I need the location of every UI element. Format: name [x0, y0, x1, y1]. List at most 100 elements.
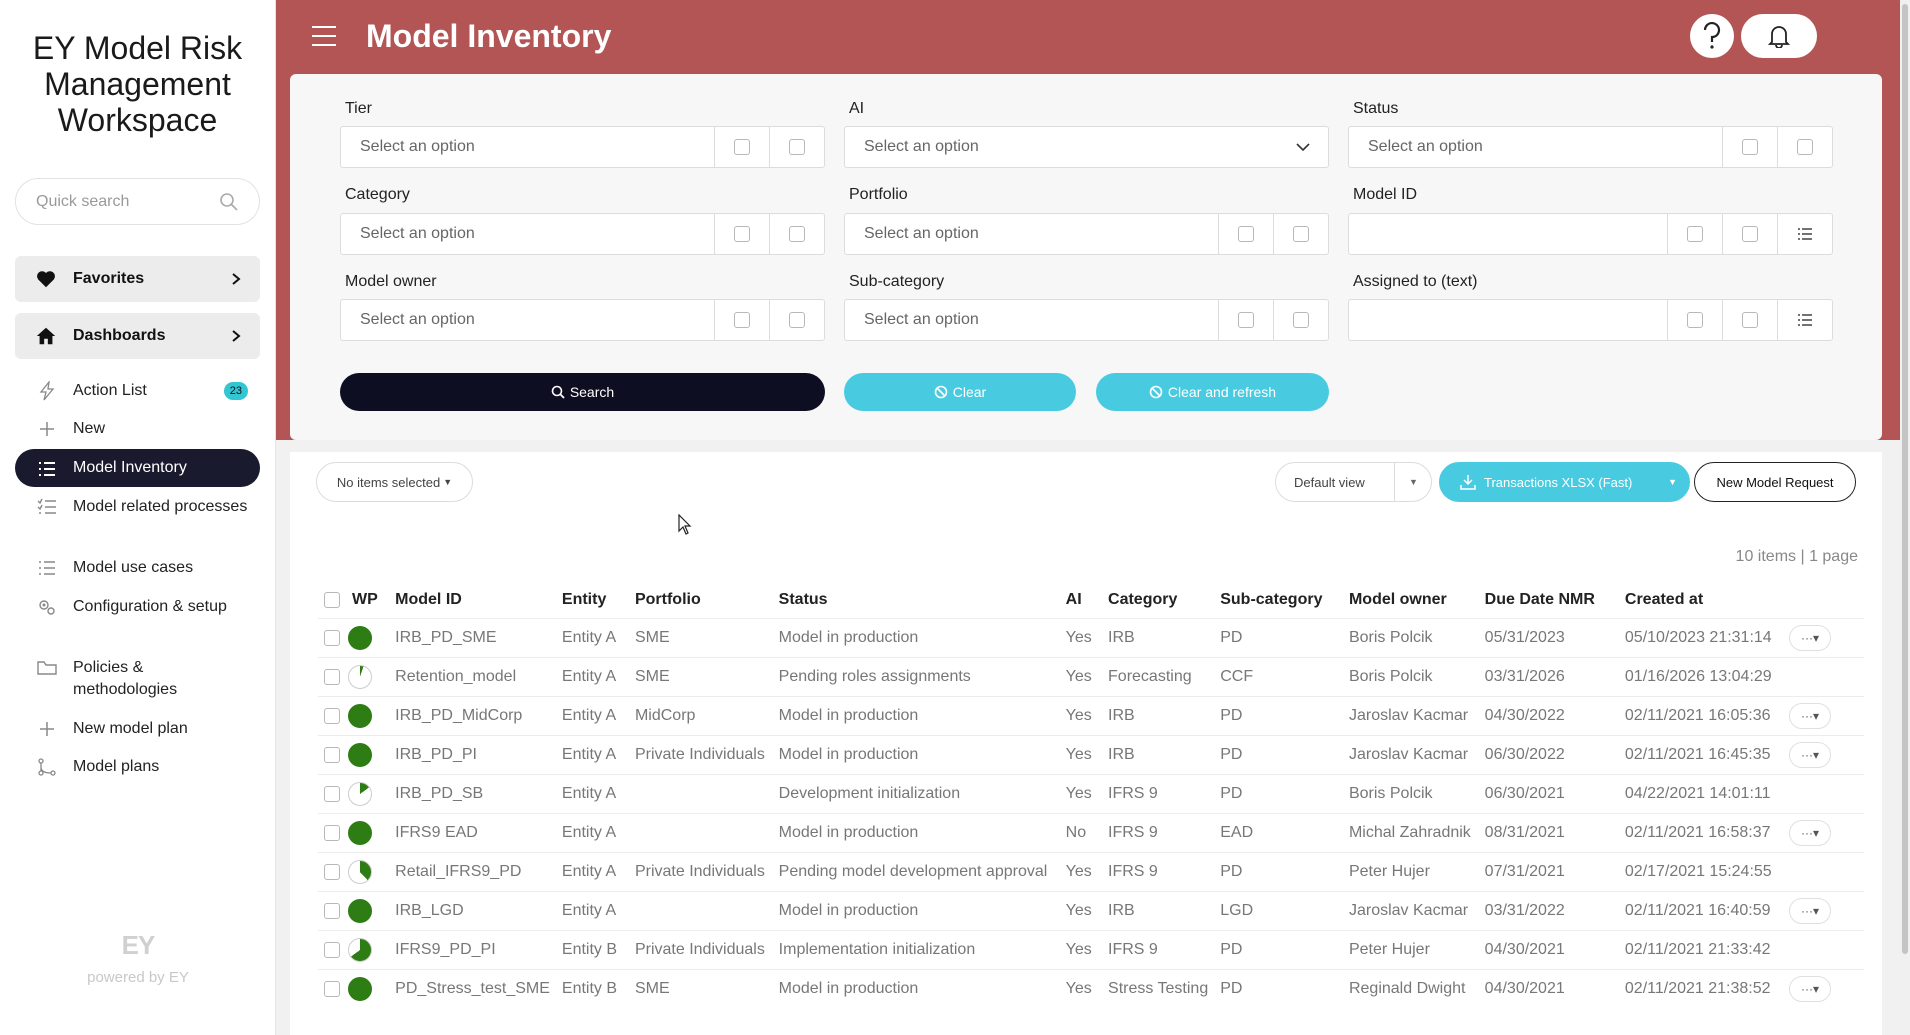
status-exclude-toggle[interactable]	[1777, 127, 1832, 167]
row-checkbox[interactable]	[324, 980, 340, 997]
menu-icon[interactable]	[312, 26, 336, 46]
help-button[interactable]	[1690, 14, 1734, 58]
table-row[interactable]: Retention_model Entity A SME Pending roles …	[318, 656, 1864, 696]
checkbox[interactable]	[1293, 226, 1309, 242]
row-checkbox[interactable]	[324, 746, 340, 763]
checkbox[interactable]	[789, 226, 805, 242]
tier-exclude-toggle[interactable]	[769, 127, 824, 167]
col-model-owner[interactable]: Model owner	[1348, 590, 1447, 608]
checkbox[interactable]	[1797, 139, 1813, 155]
category-exclude-toggle[interactable]	[769, 214, 824, 254]
row-checkbox[interactable]	[324, 785, 340, 802]
checkbox[interactable]	[1742, 312, 1758, 328]
portfolio-select[interactable]: Select an option	[844, 213, 1329, 255]
col-sub-category[interactable]: Sub-category	[1220, 590, 1323, 608]
row-checkbox[interactable]	[324, 863, 340, 880]
sub-category-select[interactable]: Select an option	[844, 299, 1329, 341]
row-checkbox[interactable]	[324, 941, 340, 958]
row-actions-button[interactable]: ··· ▾	[1789, 624, 1832, 651]
checkbox[interactable]	[734, 312, 750, 328]
col-created-at[interactable]: Created at	[1624, 590, 1704, 608]
col-category[interactable]: Category	[1108, 590, 1178, 608]
sidebar-group-favorites[interactable]: Favorites	[15, 256, 260, 302]
model-owner-include-toggle[interactable]	[714, 300, 769, 340]
row-checkbox[interactable]	[324, 707, 340, 724]
row-actions-button[interactable]: ··· ▾	[1789, 819, 1832, 846]
col-model-id[interactable]: Model ID	[395, 590, 462, 608]
sidebar-item-new[interactable]: New	[15, 418, 260, 440]
checkbox[interactable]	[734, 226, 750, 242]
sidebar-item-model-plans[interactable]: Model plans	[15, 756, 260, 778]
page-scrollbar[interactable]	[1900, 0, 1910, 1035]
category-select[interactable]: Select an option	[340, 213, 825, 255]
table-row[interactable]: IRB_PD_PI Entity A Private Individuals Mode…	[318, 734, 1864, 774]
checkbox[interactable]	[1687, 312, 1703, 328]
new-model-request-button[interactable]: New Model Request	[1694, 462, 1856, 502]
clear-and-refresh-button[interactable]: Clear and refresh	[1096, 373, 1329, 411]
checkbox[interactable]	[734, 139, 750, 155]
table-row[interactable]: IFRS9 EAD Entity A Model in production No IF…	[318, 812, 1864, 852]
view-dropdown[interactable]: Default view ▼	[1275, 462, 1432, 502]
sidebar-item-action-list[interactable]: Action List 23	[15, 380, 260, 402]
quick-search-input[interactable]: Quick search	[15, 178, 260, 225]
row-checkbox[interactable]	[324, 902, 340, 919]
checkbox[interactable]	[1742, 139, 1758, 155]
tier-select[interactable]: Select an option	[340, 126, 825, 168]
col-due-date[interactable]: Due Date NMR	[1484, 590, 1595, 608]
model-owner-select[interactable]: Select an option	[340, 299, 825, 341]
col-status[interactable]: Status	[778, 590, 828, 608]
checkbox[interactable]	[1293, 312, 1309, 328]
row-checkbox[interactable]	[324, 668, 340, 685]
selection-dropdown[interactable]: No items selected ▼	[316, 462, 473, 502]
category-include-toggle[interactable]	[714, 214, 769, 254]
clear-button[interactable]: Clear	[844, 373, 1076, 411]
table-row[interactable]: IFRS9_PD_PI Entity B Private Individuals Im…	[318, 929, 1864, 969]
table-row[interactable]: IRB_LGD Entity A Model in production Yes IRB…	[318, 890, 1864, 930]
col-portfolio[interactable]: Portfolio	[634, 590, 701, 608]
assigned-to-exclude-toggle[interactable]	[1722, 300, 1777, 340]
portfolio-include-toggle[interactable]	[1218, 214, 1273, 254]
export-button[interactable]: Transactions XLSX (Fast) ▼	[1439, 462, 1690, 502]
sub-category-include-toggle[interactable]	[1218, 300, 1273, 340]
sidebar-group-dashboards[interactable]: Dashboards	[15, 313, 260, 359]
col-wp[interactable]: WP	[352, 590, 378, 608]
sidebar-item-model-related-processes[interactable]: Model related processes	[15, 496, 260, 518]
sidebar-item-policies[interactable]: Policies & methodologies	[15, 657, 260, 701]
model-id-list-button[interactable]	[1777, 214, 1832, 254]
sub-category-exclude-toggle[interactable]	[1273, 300, 1328, 340]
model-id-input[interactable]	[1348, 213, 1833, 255]
checkbox[interactable]	[789, 139, 805, 155]
sidebar-item-new-model-plan[interactable]: New model plan	[15, 718, 260, 740]
model-id-include-toggle[interactable]	[1667, 214, 1722, 254]
chevron-down-icon[interactable]	[1278, 142, 1328, 152]
table-row[interactable]: IRB_PD_SB Entity A Development initializat…	[318, 773, 1864, 813]
col-ai[interactable]: AI	[1065, 590, 1082, 608]
checkbox[interactable]	[1742, 226, 1758, 242]
assigned-to-include-toggle[interactable]	[1667, 300, 1722, 340]
col-entity[interactable]: Entity	[561, 590, 607, 608]
status-include-toggle[interactable]	[1722, 127, 1777, 167]
checkbox[interactable]	[1687, 226, 1703, 242]
model-id-exclude-toggle[interactable]	[1722, 214, 1777, 254]
sidebar-item-model-inventory[interactable]: Model Inventory	[15, 449, 260, 487]
status-select[interactable]: Select an option	[1348, 126, 1833, 168]
checkbox[interactable]	[789, 312, 805, 328]
row-actions-button[interactable]: ··· ▾	[1789, 702, 1832, 729]
tier-include-toggle[interactable]	[714, 127, 769, 167]
table-row[interactable]: IRB_PD_MidCorp Entity A MidCorp Model in pr…	[318, 695, 1864, 735]
table-row[interactable]: Retail_IFRS9_PD Entity A Private Individua…	[318, 851, 1864, 891]
caret-down-icon[interactable]: ▼	[1668, 477, 1677, 487]
row-actions-button[interactable]: ··· ▾	[1789, 741, 1832, 768]
assigned-to-list-button[interactable]	[1777, 300, 1832, 340]
assigned-to-input[interactable]	[1348, 299, 1833, 341]
ai-select[interactable]: Select an option	[844, 126, 1329, 168]
row-checkbox[interactable]	[324, 824, 340, 841]
checkbox[interactable]	[1238, 226, 1254, 242]
sidebar-item-model-use-cases[interactable]: Model use cases	[15, 557, 260, 579]
row-actions-button[interactable]: ··· ▾	[1789, 897, 1832, 924]
table-row[interactable]: IRB_PD_SME Entity A SME Model in production…	[318, 617, 1864, 657]
select-all-checkbox[interactable]	[324, 591, 340, 608]
search-button[interactable]: Search	[340, 373, 825, 411]
row-actions-button[interactable]: ··· ▾	[1789, 975, 1832, 1002]
model-owner-exclude-toggle[interactable]	[769, 300, 824, 340]
